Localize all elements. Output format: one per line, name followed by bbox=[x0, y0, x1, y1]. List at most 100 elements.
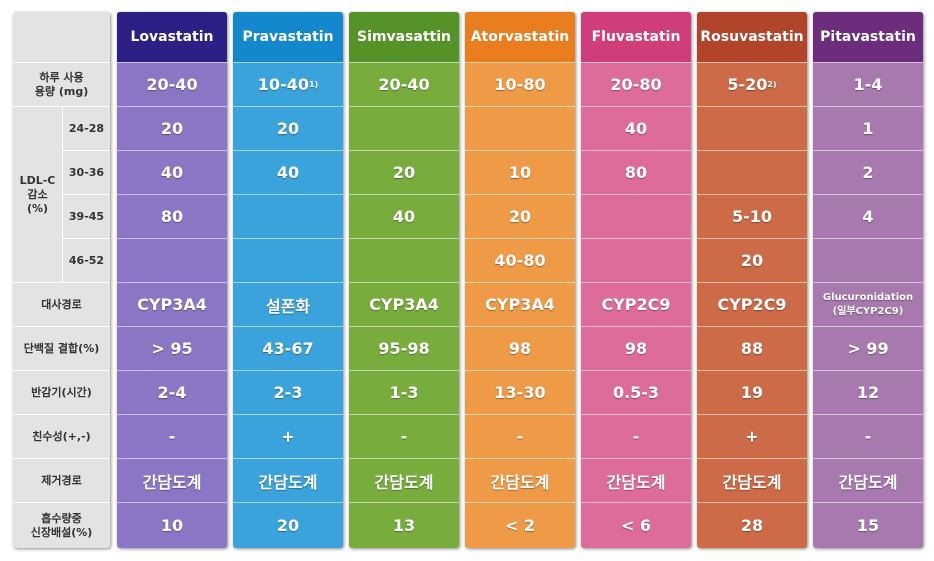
ldl-reduction-cell bbox=[465, 106, 575, 150]
drug-name-header: Pitavastatin bbox=[813, 12, 923, 62]
ldl-reduction-cell: 80 bbox=[117, 194, 227, 238]
ldl-reduction-cell bbox=[349, 106, 459, 150]
ldl-reduction-cell: 4 bbox=[813, 194, 923, 238]
protein-binding-cell: 43-67 bbox=[233, 326, 343, 370]
half-life-cell: 13-30 bbox=[465, 370, 575, 414]
ldl-reduction-cell: 5-10 bbox=[697, 194, 807, 238]
renal-excretion-cell: < 6 bbox=[581, 502, 691, 548]
ldl-reduction-cell bbox=[581, 238, 691, 282]
dose-cell: 5-20 2) bbox=[697, 62, 807, 106]
renal-excretion-cell: 10 bbox=[117, 502, 227, 548]
metabolism-cell: CYP2C9 bbox=[697, 282, 807, 326]
drug-column: Pravastatin 10-40 1) 20 40 설폰화 43-67 2-3 + 간담도계 20 bbox=[233, 12, 343, 548]
half-life-cell: 2-3 bbox=[233, 370, 343, 414]
protein-binding-cell: 95-98 bbox=[349, 326, 459, 370]
ldl-reduction-cell bbox=[233, 194, 343, 238]
label-metabolism: 대사경로 bbox=[13, 282, 110, 326]
drug-column: Pitavastatin 1-4 1 2 4 Glucuronidation (일부CYP… bbox=[813, 12, 923, 548]
half-life-cell: 0.5-3 bbox=[581, 370, 691, 414]
ldl-reduction-cell: 20 bbox=[117, 106, 227, 150]
ldl-range-label: 24-28 bbox=[63, 106, 110, 150]
renal-excretion-cell: < 2 bbox=[465, 502, 575, 548]
row-label-column: 하루 사용 용량 (mg) LDL-C 감소 (%) 24-28 30-36 3… bbox=[13, 12, 110, 548]
ldl-reduction-cell: 10 bbox=[465, 150, 575, 194]
ldl-reduction-cell bbox=[117, 238, 227, 282]
ldl-reduction-cell: 80 bbox=[581, 150, 691, 194]
drug-name-header: Rosuvastatin bbox=[697, 12, 807, 62]
metabolism-cell: CYP3A4 bbox=[349, 282, 459, 326]
half-life-cell: 1-3 bbox=[349, 370, 459, 414]
ldl-range-label: 30-36 bbox=[63, 150, 110, 194]
footnote-marker: 2) bbox=[767, 80, 777, 89]
protein-binding-cell: > 99 bbox=[813, 326, 923, 370]
ldl-reduction-cell: 2 bbox=[813, 150, 923, 194]
elimination-cell: 간담도계 bbox=[581, 458, 691, 502]
hydrophilicity-cell: - bbox=[581, 414, 691, 458]
metabolism-cell: CYP3A4 bbox=[465, 282, 575, 326]
label-hydrophilicity: 친수성(+,-) bbox=[13, 414, 110, 458]
ldl-reduction-cell: 20 bbox=[349, 150, 459, 194]
drug-column: Rosuvastatin 5-20 2) 5-10 20 CYP2C9 88 19 + 간담도계 2… bbox=[697, 12, 807, 548]
protein-binding-cell: 88 bbox=[697, 326, 807, 370]
drug-column: Simvasattin 20-40 20 40 CYP3A4 95-98 1-3- 간담도계 1… bbox=[349, 12, 459, 548]
ldl-reduction-cell bbox=[697, 106, 807, 150]
elimination-cell: 간담도계 bbox=[813, 458, 923, 502]
hydrophilicity-cell: + bbox=[697, 414, 807, 458]
ldl-reduction-cell: 20 bbox=[233, 106, 343, 150]
hydrophilicity-cell: - bbox=[813, 414, 923, 458]
dose-cell: 20-40 bbox=[349, 62, 459, 106]
elimination-cell: 간담도계 bbox=[465, 458, 575, 502]
ldl-range-label: 46-52 bbox=[63, 238, 110, 282]
hydrophilicity-cell: - bbox=[117, 414, 227, 458]
metabolism-cell: Glucuronidation (일부CYP2C9) bbox=[813, 282, 923, 326]
ldl-reduction-cell: 1 bbox=[813, 106, 923, 150]
half-life-cell: 12 bbox=[813, 370, 923, 414]
dose-cell: 1-4 bbox=[813, 62, 923, 106]
elimination-cell: 간담도계 bbox=[697, 458, 807, 502]
ldl-reduction-cell: 40 bbox=[581, 106, 691, 150]
drug-column: Atorvastatin 10-80 10 20 40-80 CYP3A4 98 13-30-… bbox=[465, 12, 575, 548]
ldl-reduction-cell bbox=[581, 194, 691, 238]
ldl-range-label: 39-45 bbox=[63, 194, 110, 238]
drug-name-header: Lovastatin bbox=[117, 12, 227, 62]
label-elimination: 제거경로 bbox=[13, 458, 110, 502]
footnote-marker: 1) bbox=[308, 80, 319, 89]
hydrophilicity-cell: - bbox=[349, 414, 459, 458]
half-life-cell: 19 bbox=[697, 370, 807, 414]
ldl-reduction-cell: 40 bbox=[349, 194, 459, 238]
protein-binding-cell: 98 bbox=[581, 326, 691, 370]
ldl-reduction-cell: 40-80 bbox=[465, 238, 575, 282]
metabolism-cell: CYP2C9 bbox=[581, 282, 691, 326]
dose-cell: 20-80 bbox=[581, 62, 691, 106]
renal-excretion-cell: 20 bbox=[233, 502, 343, 548]
ldl-reduction-cell: 40 bbox=[117, 150, 227, 194]
metabolism-cell: CYP3A4 bbox=[117, 282, 227, 326]
ldl-reduction-cell bbox=[813, 238, 923, 282]
elimination-cell: 간담도계 bbox=[117, 458, 227, 502]
label-protein-binding: 단백질 결합(%) bbox=[13, 326, 110, 370]
hydrophilicity-cell: + bbox=[233, 414, 343, 458]
renal-excretion-cell: 13 bbox=[349, 502, 459, 548]
drug-column: Fluvastatin 20-80 40 80 CYP2C9 98 0.5-3- 간담도계 < … bbox=[581, 12, 691, 548]
renal-excretion-cell: 15 bbox=[813, 502, 923, 548]
elimination-cell: 간담도계 bbox=[233, 458, 343, 502]
renal-excretion-cell: 28 bbox=[697, 502, 807, 548]
elimination-cell: 간담도계 bbox=[349, 458, 459, 502]
label-daily-dose: 하루 사용 용량 (mg) bbox=[13, 62, 110, 106]
metabolism-cell: 설폰화 bbox=[233, 282, 343, 326]
ldl-reduction-cell: 20 bbox=[465, 194, 575, 238]
label-half-life: 반감기(시간) bbox=[13, 370, 110, 414]
dose-cell: 20-40 bbox=[117, 62, 227, 106]
dose-cell: 10-80 bbox=[465, 62, 575, 106]
label-ldl-reduction: LDL-C 감소 (%) bbox=[13, 106, 63, 282]
protein-binding-cell: > 95 bbox=[117, 326, 227, 370]
dose-cell: 10-40 1) bbox=[233, 62, 343, 106]
hydrophilicity-cell: - bbox=[465, 414, 575, 458]
drug-column: Lovastatin 20-40 20 40 80 CYP3A4 > 95 2-4- 간담도계 1… bbox=[117, 12, 227, 548]
protein-binding-cell: 98 bbox=[465, 326, 575, 370]
ldl-reduction-cell bbox=[697, 150, 807, 194]
drug-name-header: Atorvastatin bbox=[465, 12, 575, 62]
ldl-reduction-cell bbox=[233, 238, 343, 282]
drug-name-header: Fluvastatin bbox=[581, 12, 691, 62]
drug-name-header: Simvasattin bbox=[349, 12, 459, 62]
